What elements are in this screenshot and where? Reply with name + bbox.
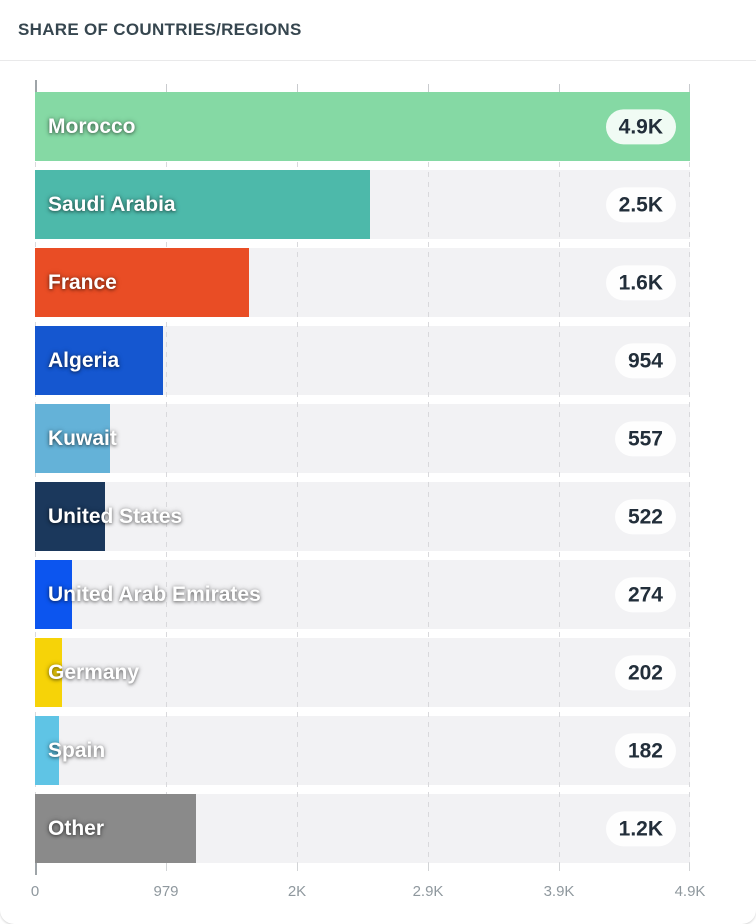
bar-morocco[interactable] [35, 92, 690, 161]
bar-united-states[interactable] [35, 482, 105, 551]
value-badge: 522 [614, 498, 676, 535]
tick-mark [35, 863, 37, 875]
tick-mark [428, 84, 429, 92]
value-badge: 1.2K [605, 810, 676, 847]
axis-ticks-top [35, 80, 690, 92]
bar-united-arab-emirates[interactable] [35, 560, 72, 629]
tick-mark [166, 863, 167, 871]
bar-algeria[interactable] [35, 326, 163, 395]
tick-mark [428, 863, 429, 871]
bar-rows: Morocco 4.9K Saudi Arabia 2.5K France 1.… [35, 92, 690, 863]
value-badge: 202 [614, 654, 676, 691]
tick-mark [689, 84, 690, 92]
bar-row-united-arab-emirates: United Arab Emirates 274 [35, 560, 690, 629]
bar-germany[interactable] [35, 638, 63, 707]
bar-row-saudi-arabia: Saudi Arabia 2.5K [35, 170, 690, 239]
value-badge: 4.9K [605, 108, 676, 145]
tick-mark [35, 80, 37, 92]
bar-label: United Arab Emirates [48, 582, 261, 606]
tick-mark [689, 863, 690, 871]
bar-row-germany: Germany 202 [35, 638, 690, 707]
bar-label: United States [48, 504, 183, 528]
bar-row-united-states: United States 522 [35, 482, 690, 551]
value-badge: 557 [614, 420, 676, 457]
bar-saudi-arabia[interactable] [35, 170, 370, 239]
value-badge: 182 [614, 732, 676, 769]
bar-label: Saudi Arabia [48, 192, 176, 216]
x-axis-tick-label: 0 [30, 883, 40, 900]
tick-mark [559, 863, 560, 871]
tick-mark [297, 863, 298, 871]
x-axis-tick-label: 3.9K [543, 883, 575, 900]
value-badge: 274 [614, 576, 676, 613]
bar-label: Germany [48, 660, 140, 684]
x-axis-tick-label: 2K [287, 883, 307, 900]
bar-row-spain: Spain 182 [35, 716, 690, 785]
card-header: SHARE OF COUNTRIES/REGIONS [0, 0, 756, 61]
bar-row-other: Other 1.2K [35, 794, 690, 863]
bar-row-algeria: Algeria 954 [35, 326, 690, 395]
bar-label: Morocco [48, 114, 136, 138]
bar-label: Algeria [48, 348, 120, 372]
x-axis-tick-label: 979 [153, 883, 179, 900]
bar-label: Other [48, 816, 105, 840]
value-badge: 954 [614, 342, 676, 379]
tick-mark [559, 84, 560, 92]
bar-chart: Morocco 4.9K Saudi Arabia 2.5K France 1.… [31, 80, 706, 903]
bar-other[interactable] [35, 794, 196, 863]
tick-mark [166, 84, 167, 92]
bar-france[interactable] [35, 248, 250, 317]
bar-row-kuwait: Kuwait 557 [35, 404, 690, 473]
x-axis: 0 979 2K 2.9K 3.9K 4.9K [31, 883, 706, 903]
bar-label: Spain [48, 738, 106, 762]
bar-kuwait[interactable] [35, 404, 110, 473]
bar-label: France [48, 270, 117, 294]
x-axis-tick-label: 4.9K [674, 883, 706, 900]
tick-mark [297, 84, 298, 92]
bar-spain[interactable] [35, 716, 60, 785]
value-badge: 2.5K [605, 186, 676, 223]
page-title: SHARE OF COUNTRIES/REGIONS [18, 20, 302, 39]
bar-label: Kuwait [48, 426, 117, 450]
bar-row-morocco: Morocco 4.9K [35, 92, 690, 161]
x-axis-tick-label: 2.9K [412, 883, 444, 900]
bar-row-france: France 1.6K [35, 248, 690, 317]
value-badge: 1.6K [605, 264, 676, 301]
axis-ticks-bottom [35, 863, 690, 875]
